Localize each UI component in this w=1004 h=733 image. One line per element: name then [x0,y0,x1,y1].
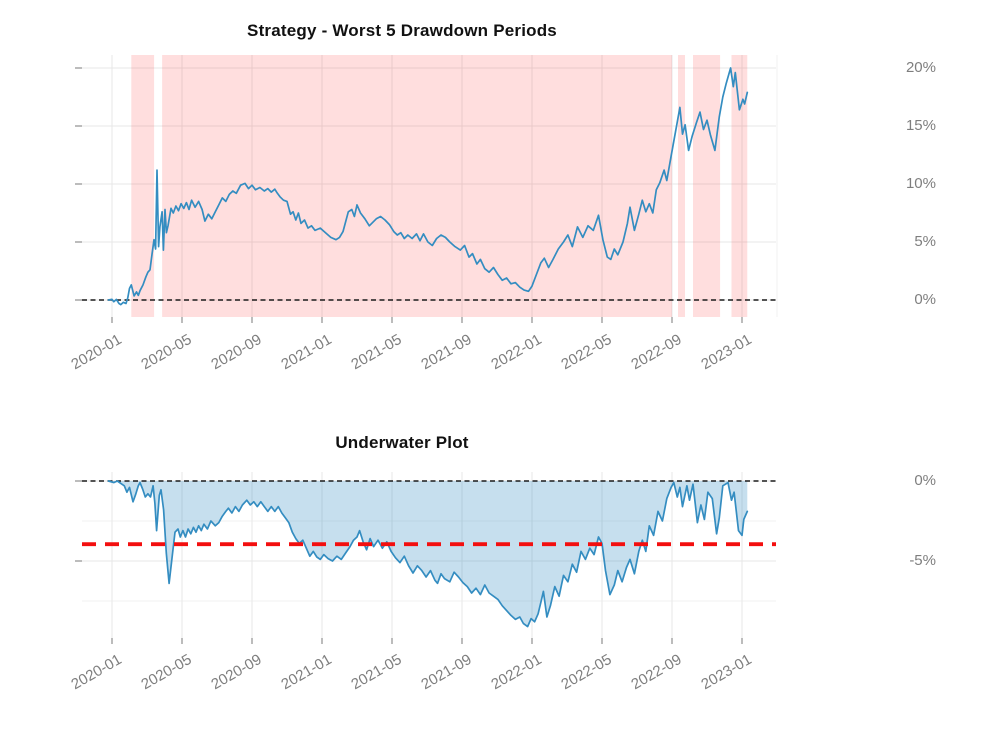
underwater-chart-plot [75,472,776,644]
drawdown-chart-title: Strategy - Worst 5 Drawdown Periods [247,21,557,40]
drawdown-period-band [131,55,155,317]
y-tick-label: 15% [905,117,936,134]
drawdown-period-bands [131,55,748,317]
drawdown-periods-line [107,67,749,306]
y-tick-label: -5% [909,552,936,569]
drawdown-period-band [678,55,685,317]
y-tick-label: 5% [914,233,936,250]
drawdown-period-band [162,55,672,317]
underwater-chart-title: Underwater Plot [335,433,469,452]
underwater-axis-ticks [75,480,743,644]
drawdown-periods-axis-ticks [75,67,743,323]
y-tick-label: 20% [905,59,936,76]
drawdown-period-band [693,55,721,317]
y-tick-label: 0% [914,291,936,308]
drawdown-chart-plot [75,55,778,323]
y-tick-label: 0% [914,472,936,489]
y-tick-label: 10% [905,175,936,192]
drawdown-period-band [731,55,748,317]
underwater-area [108,481,748,627]
